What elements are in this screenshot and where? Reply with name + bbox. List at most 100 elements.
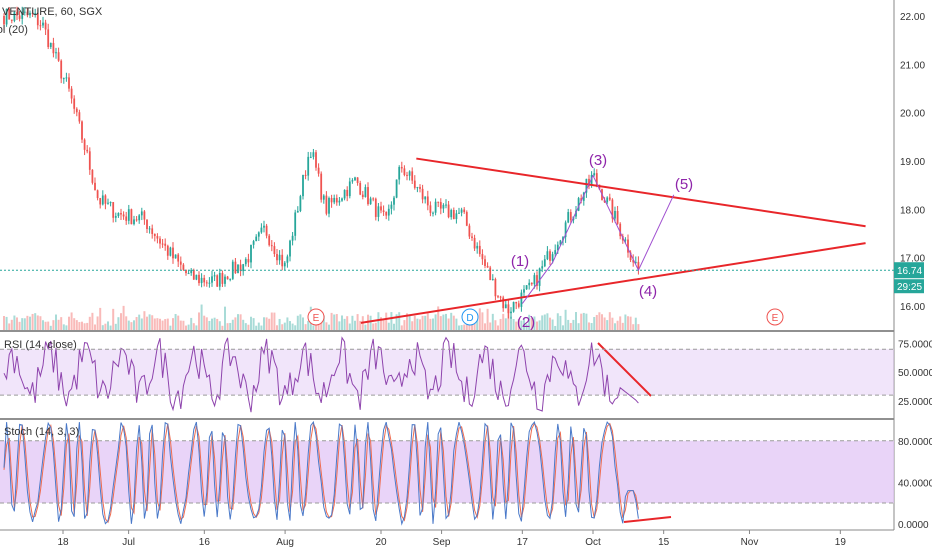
candle-body	[146, 219, 148, 229]
candle-body	[499, 296, 502, 298]
volume-bar	[577, 323, 580, 330]
volume-bar	[473, 320, 476, 330]
volume-bar	[533, 316, 536, 330]
time-axis-tick: Sep	[433, 537, 451, 548]
candle-body	[270, 245, 273, 247]
rsi-indicator-label[interactable]: RSI (14, close)	[4, 339, 77, 351]
candle-body	[244, 259, 247, 265]
wave-label: (4)	[639, 283, 657, 300]
price-axis-tick: 18.00	[900, 205, 925, 216]
volume-bar	[335, 314, 338, 330]
volume-bar	[120, 313, 122, 330]
volume-bar	[351, 315, 354, 330]
candle-body	[455, 213, 458, 220]
volume-bar	[31, 313, 34, 330]
volume-bar	[239, 314, 242, 330]
volume-bar	[556, 313, 559, 330]
candle-body	[507, 304, 510, 314]
stoch-lines	[3, 420, 639, 526]
candle-body	[177, 254, 180, 262]
volume-bar	[471, 323, 473, 330]
candle-body	[632, 259, 635, 263]
candle-body	[21, 11, 24, 19]
candle-body	[104, 195, 107, 204]
candle-body	[200, 277, 203, 284]
volume-bar	[44, 321, 47, 330]
candle-body	[549, 251, 551, 261]
volume-bar	[244, 323, 247, 330]
candle-body	[143, 211, 146, 220]
volume-bar	[593, 317, 596, 330]
volume-bar	[182, 320, 185, 330]
volume-bar	[5, 316, 8, 330]
candle-body	[36, 13, 39, 26]
candle-body	[265, 225, 268, 236]
candle-body	[486, 265, 489, 268]
candle-body	[582, 192, 585, 201]
candle-body	[81, 121, 83, 140]
candle-body	[99, 198, 102, 205]
candle-body	[512, 301, 515, 312]
volume-bar	[138, 314, 141, 330]
volume-bar	[549, 317, 551, 330]
volume-bar	[450, 312, 453, 330]
volume-bar	[406, 313, 408, 330]
volume-bar	[320, 318, 323, 330]
volume-bar	[546, 313, 549, 330]
volume-bar	[125, 316, 128, 330]
volume-bar	[393, 323, 395, 330]
candle-body	[47, 29, 50, 47]
candle-body	[416, 187, 419, 189]
volume-bar	[60, 317, 63, 330]
volume-bar	[330, 312, 333, 330]
candle-body	[325, 195, 328, 214]
volume-bar	[29, 316, 31, 330]
candle-body	[637, 261, 640, 270]
volume-bar	[390, 312, 393, 330]
volume-bar	[185, 325, 187, 330]
price-axis-tick: 17.00	[900, 254, 925, 265]
volume-bar	[109, 325, 112, 330]
volume-bar	[278, 318, 281, 330]
candle-body	[330, 198, 333, 203]
volume-bar	[161, 320, 164, 330]
candle-body	[109, 202, 112, 204]
candle-body	[307, 156, 310, 176]
candle-body	[606, 197, 609, 203]
volume-bar	[338, 321, 341, 330]
candle-body	[133, 219, 135, 225]
stoch-indicator-label[interactable]: Stoch (14, 3, 3)	[4, 426, 80, 438]
volume-bar	[96, 316, 99, 330]
candle-body	[567, 212, 570, 223]
volume-bar	[328, 324, 330, 330]
volume-bar	[601, 314, 603, 330]
volume-indicator-label[interactable]: Vol (20)	[0, 24, 28, 36]
volume-bar	[70, 312, 73, 330]
volume-bar	[419, 319, 421, 330]
stoch-d-series	[3, 422, 639, 524]
volume-bar	[359, 320, 362, 330]
volume-bar	[478, 308, 481, 330]
volume-bar	[21, 318, 24, 330]
candle-body	[450, 210, 453, 218]
candle-body	[268, 235, 271, 246]
candle-body	[281, 254, 284, 267]
volume-bar	[515, 321, 518, 330]
candle-body	[575, 210, 577, 217]
candle-body	[86, 149, 89, 152]
volume-bar	[585, 313, 588, 330]
volume-bar	[489, 322, 492, 330]
candle-body	[78, 112, 81, 122]
candle-body	[351, 180, 354, 182]
candle-body	[159, 238, 161, 244]
candle-body	[94, 182, 96, 191]
event-marker-circle	[307, 308, 325, 326]
volume-bar	[221, 325, 224, 330]
candle-body	[190, 269, 193, 274]
candle-body	[595, 173, 598, 185]
candle-body	[504, 304, 507, 309]
candle-body	[367, 187, 369, 205]
event-marker-label: D	[466, 313, 473, 324]
volume-bar	[117, 317, 120, 330]
